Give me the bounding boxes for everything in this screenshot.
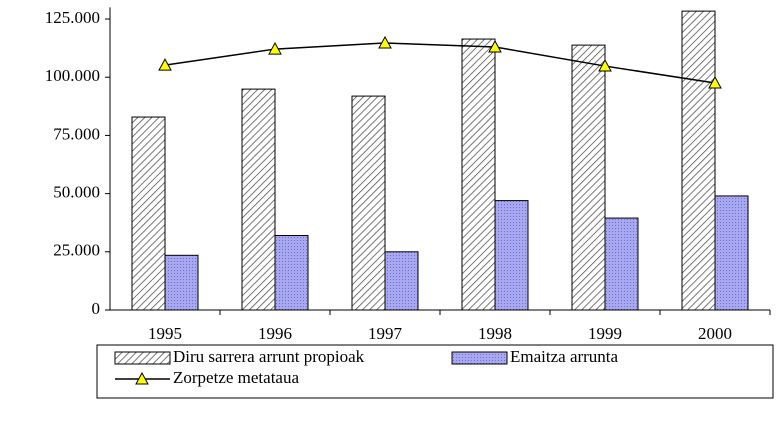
x-tick-label: 1998 [478,324,512,343]
x-tick-label: 1999 [588,324,622,343]
legend-marker [135,371,149,385]
bar [384,251,419,311]
bar [351,95,386,311]
x-tick-label: 1996 [258,324,292,343]
marker [378,35,392,49]
y-tick-label: 25.000 [53,241,100,260]
legend-swatch [114,351,171,365]
legend-label: Zorpetze metataua [173,368,299,387]
bar [131,116,166,311]
y-tick-label: 125.000 [45,8,100,27]
bar [571,44,606,311]
legend-label: Diru sarrera arrunt propioak [173,347,365,366]
bar [461,38,496,311]
legend-label: Emaitza arrunta [510,347,619,366]
legend-box [96,344,774,399]
bar [714,195,749,311]
bar [241,88,276,311]
y-tick-label: 0 [92,299,101,318]
x-tick-label: 2000 [698,324,732,343]
marker [708,76,722,89]
x-tick-label: 1995 [148,324,182,343]
bar [164,254,199,311]
bar [274,235,309,311]
y-tick-label: 100.000 [45,66,100,85]
y-tick-label: 50.000 [53,183,100,202]
marker [158,58,172,71]
marker [488,39,502,53]
x-tick-label: 1997 [368,324,403,343]
bar [494,200,529,311]
marker [598,59,612,72]
bar [681,10,716,311]
y-tick-label: 75.000 [53,124,100,143]
line [164,42,716,84]
legend-swatch [451,351,508,365]
marker [268,42,282,55]
bar [604,217,639,311]
